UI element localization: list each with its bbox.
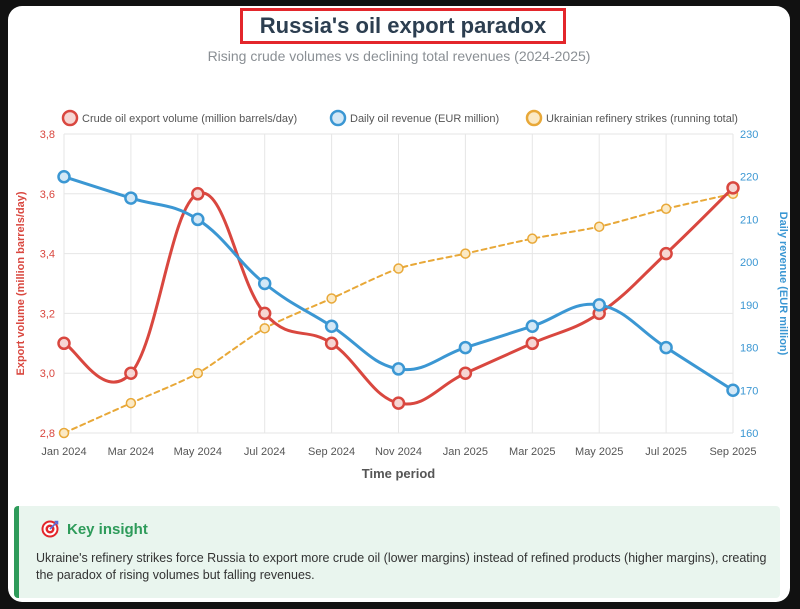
- x-axis-tick-label: Sep 2024: [308, 446, 355, 458]
- data-point-ukrainian-refinery-strikes: [125, 397, 137, 409]
- left-axis-tick-label: 3,2: [40, 308, 55, 320]
- data-point-daily-oil-revenue: [458, 340, 473, 355]
- data-point-daily-oil-revenue: [124, 191, 138, 205]
- chart-svg: 2,8 3,0 3,2 3,4 3,6 3,8 160 170 180 190 200 210 220 2…: [15, 109, 789, 481]
- left-axis-tick-label: 3,8: [40, 129, 55, 141]
- right-axis-tick-label: 190: [740, 300, 758, 312]
- data-point-crude-oil-export-volume: [257, 306, 272, 321]
- data-point-ukrainian-refinery-strikes: [58, 427, 70, 439]
- legend-label-crude-oil-export-volume: Crude oil export volume (million barrels…: [82, 113, 297, 125]
- data-point-ukrainian-refinery-strikes: [527, 233, 538, 244]
- data-point-daily-oil-revenue: [726, 383, 740, 398]
- x-axis-tick-label: May 2025: [575, 446, 623, 458]
- series-line-crude-oil-export-volume: [62, 186, 735, 406]
- data-point-ukrainian-refinery-strikes: [660, 203, 672, 214]
- x-axis-tick-label: Jul 2024: [244, 446, 286, 458]
- key-insight-box: Key insight Ukraine's refinery strikes f…: [14, 506, 780, 598]
- x-axis-tick-label: Nov 2024: [375, 446, 422, 458]
- data-point-ukrainian-refinery-strikes: [192, 367, 204, 379]
- left-axis-tick-label: 3,0: [40, 368, 55, 380]
- data-point-daily-oil-revenue: [391, 362, 406, 376]
- x-axis-tick-label: Mar 2025: [509, 446, 555, 458]
- data-point-ukrainian-refinery-strikes: [259, 323, 270, 334]
- data-point-daily-oil-revenue: [257, 276, 272, 291]
- x-axis-title: Time period: [362, 466, 436, 481]
- right-axis-tick-label: 170: [740, 385, 758, 397]
- x-axis-tick-label: Jul 2025: [645, 446, 687, 458]
- right-axis-tick-label: 160: [740, 428, 758, 440]
- data-point-ukrainian-refinery-strikes: [326, 293, 337, 304]
- data-point-daily-oil-revenue: [324, 319, 339, 333]
- data-point-daily-oil-revenue: [191, 212, 205, 227]
- data-point-crude-oil-export-volume: [458, 366, 473, 380]
- data-point-crude-oil-export-volume: [191, 187, 205, 201]
- data-point-daily-oil-revenue: [57, 169, 71, 184]
- page-title: Russia's oil export paradox: [259, 13, 547, 38]
- left-axis-tick-label: 3,4: [40, 249, 55, 261]
- x-axis-tick-label: Jan 2024: [41, 446, 86, 458]
- right-axis-tick-label: 230: [740, 129, 758, 141]
- left-axis-tick-label: 3,6: [40, 189, 55, 201]
- left-axis-tick-label: 2,8: [40, 428, 55, 440]
- data-point-crude-oil-export-volume: [391, 396, 406, 410]
- data-point-daily-oil-revenue: [525, 319, 540, 333]
- data-point-daily-oil-revenue: [659, 340, 673, 355]
- data-point-crude-oil-export-volume: [57, 336, 71, 351]
- data-point-ukrainian-refinery-strikes: [460, 248, 471, 259]
- legend-marker-ukrainian-refinery-strikes: [525, 109, 543, 127]
- right-axis-tick-label: 180: [740, 343, 758, 355]
- data-point-crude-oil-export-volume: [659, 246, 673, 261]
- data-point-daily-oil-revenue: [592, 298, 606, 312]
- legend-marker-daily-oil-revenue: [329, 109, 347, 127]
- right-axis-tick-label: 220: [740, 172, 758, 184]
- x-axis-tick-label: Mar 2024: [108, 446, 154, 458]
- data-point-crude-oil-export-volume: [324, 336, 339, 351]
- right-axis-tick-label: 200: [740, 257, 758, 269]
- data-point-crude-oil-export-volume: [726, 181, 740, 195]
- legend-marker-crude-oil-export-volume: [61, 109, 79, 127]
- legend-label-ukrainian-refinery-strikes: Ukrainian refinery strikes (running tota…: [546, 113, 738, 125]
- x-axis-tick-label: Sep 2025: [709, 446, 756, 458]
- data-point-crude-oil-export-volume: [525, 336, 540, 351]
- chart-card: Russia's oil export paradox Rising crude…: [8, 6, 790, 602]
- data-point-ukrainian-refinery-strikes: [393, 263, 404, 274]
- data-point-ukrainian-refinery-strikes: [593, 221, 605, 232]
- page-subtitle: Rising crude volumes vs declining total …: [207, 48, 591, 64]
- data-point-crude-oil-export-volume: [124, 366, 138, 380]
- title-highlight-box: Russia's oil export paradox: [240, 8, 566, 44]
- insight-title: Key insight: [67, 520, 148, 538]
- x-axis-tick-label: May 2024: [174, 446, 222, 458]
- x-axis-tick-label: Jan 2025: [443, 446, 488, 458]
- target-icon: [41, 520, 59, 538]
- legend-label-daily-oil-revenue: Daily oil revenue (EUR million): [350, 113, 499, 125]
- right-axis-title: Daily revenue (EUR million): [777, 212, 789, 356]
- insight-text: Ukraine's refinery strikes force Russia …: [36, 551, 767, 582]
- insight-header: Key insight: [41, 520, 148, 538]
- left-axis-title: Export volume (million barrels/day): [15, 191, 27, 375]
- right-axis-tick-label: 210: [740, 214, 758, 226]
